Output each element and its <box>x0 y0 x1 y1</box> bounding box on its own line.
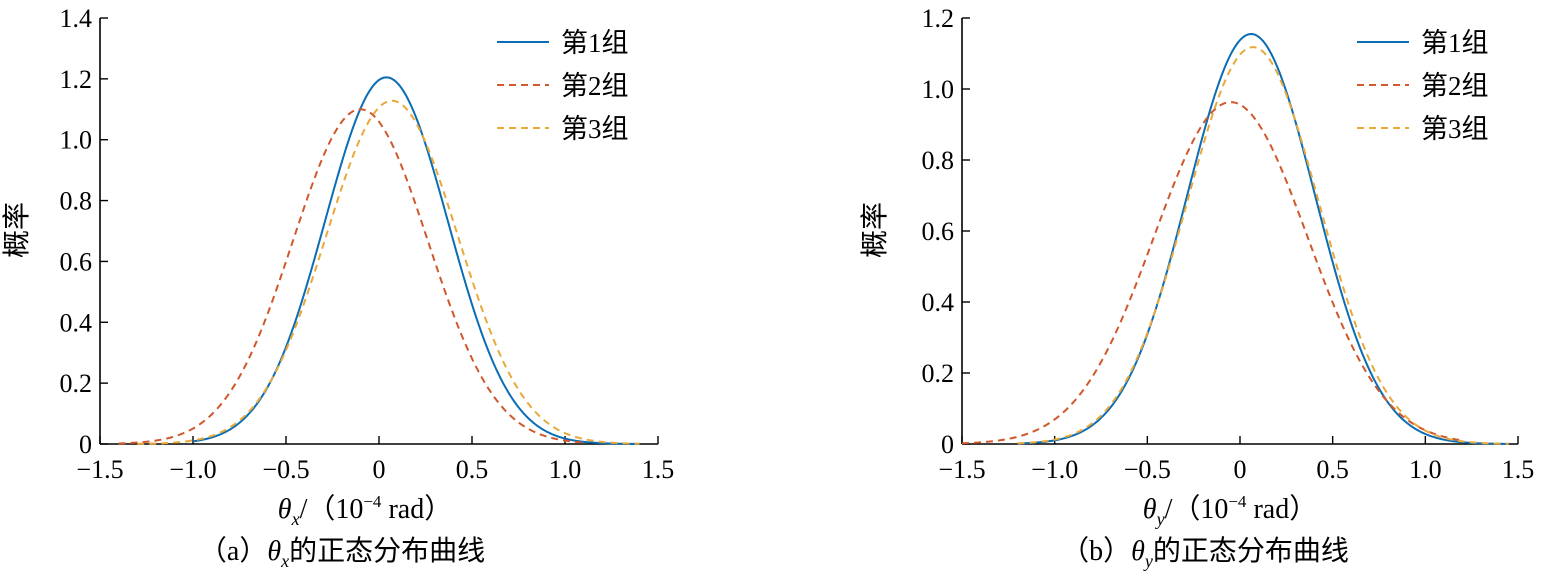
y-tick-label: 0.4 <box>922 288 955 317</box>
chart-panel-b: −1.5 −1.0 −0.5 0 0.5 1.0 1.5 0 0.2 0.4 0.6 0.8 1.0 1.… <box>859 4 1534 571</box>
y-tick-label: 1.2 <box>922 4 955 33</box>
x-tick-label: 1.5 <box>642 455 675 484</box>
legend-label: 第2组 <box>1421 71 1489 101</box>
x-tick-label: 1.0 <box>1409 455 1442 484</box>
y-tick-label: 1.0 <box>60 126 93 155</box>
x-tick-label: −1.0 <box>169 455 216 484</box>
series-line-2 <box>118 108 584 445</box>
legend-label: 第1组 <box>1421 28 1489 58</box>
y-tick-label: 0.2 <box>60 369 93 398</box>
chart-panel-a: −1.5 −1.0 −0.5 0 0.5 1.0 1.5 0 0.2 0.4 0.6 0.8 1.0 1.… <box>1 4 674 571</box>
y-tick-label: 0.6 <box>60 247 93 276</box>
y-tick-label: 0.2 <box>922 359 955 388</box>
y-tick-label: 0.4 <box>60 308 93 337</box>
series-line-1 <box>1017 32 1509 445</box>
legend-label: 第1组 <box>561 28 629 58</box>
y-tick-label: 0.8 <box>60 187 93 216</box>
y-tick-label: 1.0 <box>922 75 955 104</box>
x-tick-label: −1.5 <box>938 455 985 484</box>
y-axis-label: 概率 <box>1 202 33 258</box>
legend-label: 第3组 <box>561 114 629 144</box>
x-axis-label: θx/（10−4 rad） <box>278 492 452 529</box>
y-tick-label: 1.4 <box>60 4 93 33</box>
legend-label: 第2组 <box>561 71 629 101</box>
y-tick-label: 0 <box>941 430 954 459</box>
figure-caption: （a）θx的正态分布曲线 <box>199 535 485 571</box>
x-tick-label: 0 <box>373 455 386 484</box>
legend-label: 第3组 <box>1421 114 1489 144</box>
x-axis-label: θy/（10−4 rad） <box>1143 492 1317 529</box>
series-line-2 <box>961 101 1463 445</box>
x-tick-label: −0.5 <box>1124 455 1171 484</box>
series-line-3 <box>1017 46 1509 445</box>
x-tick-label: −1.0 <box>1031 455 1078 484</box>
figure-caption: （b）θy的正态分布曲线 <box>1061 535 1349 571</box>
x-tick-label: 1.0 <box>549 455 582 484</box>
x-tick-label: −0.5 <box>262 455 309 484</box>
x-tick-label: 0.5 <box>1316 455 1349 484</box>
y-tick-label: 0.6 <box>922 217 955 246</box>
series-line-3 <box>137 99 640 445</box>
y-tick-label: 0.8 <box>922 146 955 175</box>
x-tick-label: 0 <box>1234 455 1247 484</box>
x-tick-label: 0.5 <box>456 455 489 484</box>
y-tick-label: 1.2 <box>60 65 93 94</box>
x-tick-label: −1.5 <box>76 455 123 484</box>
y-axis-label: 概率 <box>859 202 891 258</box>
y-tick-label: 0 <box>79 430 92 459</box>
x-tick-label: 1.5 <box>1502 455 1535 484</box>
